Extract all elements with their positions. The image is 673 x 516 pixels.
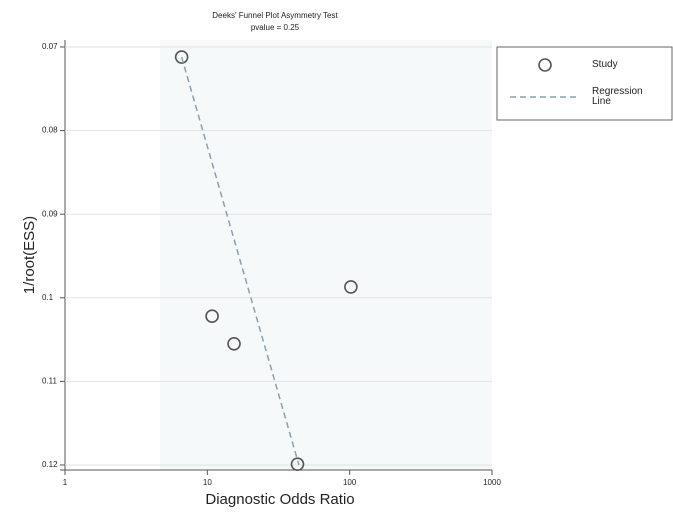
y-tick-label: 0.08 [42,126,58,135]
y-tick-label: 0.12 [42,460,58,469]
x-tick-label: 1 [63,478,68,487]
study-point [205,309,219,323]
chart-title: Deeks' Funnel Plot Asymmetry Test [212,11,338,20]
study-point [174,50,189,64]
regression-line [180,56,300,466]
plot-shade [160,40,492,470]
legend-entry: Regression Line [592,86,643,107]
y-tick-label: 0.1 [42,293,54,302]
x-tick-label: 1000 [483,478,501,487]
legend-box [496,46,673,121]
legend-entry: Study [592,59,618,70]
y-axis-label: 1/root(ESS) [21,216,38,294]
legend-label: Study [592,59,618,70]
y-tick-label: 0.09 [42,209,58,218]
y-tick-label: 0.11 [42,377,58,386]
x-tick-label: 100 [343,478,357,487]
legend-marker [538,58,552,72]
x-tick-label: 10 [203,478,212,487]
legend-label: Regression Line [592,86,643,107]
study-point [344,280,358,294]
study-point [290,457,305,471]
study-point [227,336,241,351]
chart-subtitle: pvalue = 0.25 [251,23,300,32]
y-tick-label: 0.07 [42,42,58,51]
x-axis-label: Diagnostic Odds Ratio [205,491,354,508]
